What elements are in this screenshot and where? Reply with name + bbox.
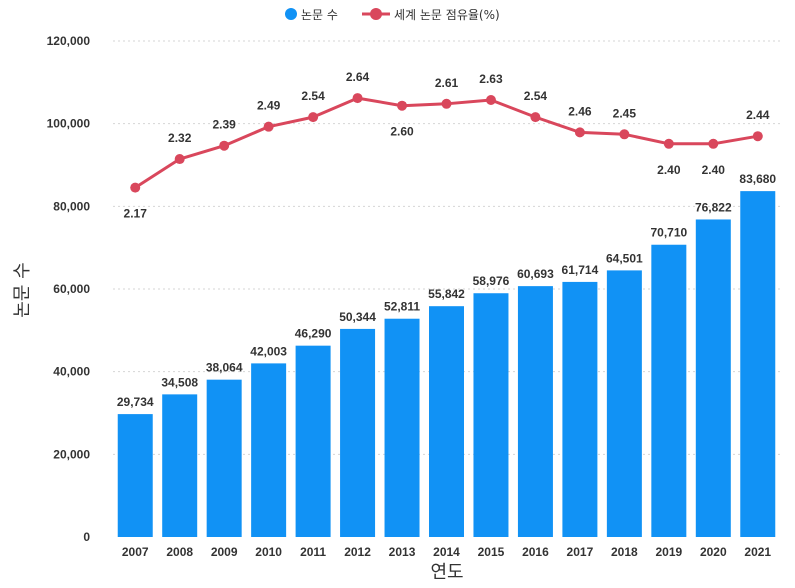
x-tick-label: 2021 xyxy=(744,545,771,559)
line-point xyxy=(263,121,274,132)
bar xyxy=(517,286,553,537)
line-point xyxy=(219,140,230,151)
line-value-label: 2.44 xyxy=(746,108,770,122)
bar-value-label: 76,822 xyxy=(695,200,732,214)
bar xyxy=(117,414,153,537)
line-point xyxy=(708,138,719,149)
line-point xyxy=(663,138,674,149)
line-layer xyxy=(130,93,763,193)
bar xyxy=(740,191,776,537)
line-point xyxy=(174,154,185,165)
bar xyxy=(206,379,242,537)
x-tick-label: 2008 xyxy=(166,545,193,559)
legend-line-label: 세계 논문 점유율(%) xyxy=(394,8,500,22)
bar xyxy=(473,293,509,537)
line-value-label: 2.49 xyxy=(257,99,281,113)
x-tick-label: 2014 xyxy=(433,545,460,559)
bar-value-label: 29,734 xyxy=(117,395,154,409)
y-axis-title: 논문 수 xyxy=(12,262,33,317)
line-value-label: 2.46 xyxy=(568,104,592,118)
line-point xyxy=(352,93,363,104)
x-tick-label: 2016 xyxy=(522,545,549,559)
bar-value-label: 70,710 xyxy=(650,226,687,240)
bar xyxy=(162,394,198,537)
line-point xyxy=(397,100,408,111)
bar-value-label: 52,811 xyxy=(384,300,420,314)
line-value-label: 2.32 xyxy=(168,131,192,145)
bar xyxy=(651,244,687,537)
line-point xyxy=(308,112,319,123)
bar xyxy=(695,219,731,538)
bar xyxy=(251,363,287,537)
line-point xyxy=(752,131,763,142)
y-tick-label: 120,000 xyxy=(47,34,91,48)
line-value-label: 2.60 xyxy=(390,125,414,139)
x-tick-label: 2009 xyxy=(211,545,238,559)
line-value-label: 2.61 xyxy=(435,76,459,90)
bar xyxy=(606,270,642,537)
x-tick-label: 2015 xyxy=(478,545,505,559)
x-tick-label: 2020 xyxy=(700,545,727,559)
bar xyxy=(562,281,598,537)
bar xyxy=(429,306,464,537)
y-tick-label: 40,000 xyxy=(53,365,90,379)
line-label-layer: 2.17 2.32 2.39 2.49 2.54 2.64 2.60 2.61 2.63 2.54… xyxy=(124,70,770,221)
bar-value-label: 55,842 xyxy=(428,287,465,301)
bar-value-label: 60,693 xyxy=(517,267,554,281)
line-point xyxy=(485,95,496,105)
x-tick-label: 2018 xyxy=(611,545,638,559)
bar-value-label: 42,003 xyxy=(250,344,287,358)
x-tick-label: 2007 xyxy=(122,545,149,559)
line-value-label: 2.54 xyxy=(524,89,548,103)
line-point xyxy=(441,98,452,109)
line-point xyxy=(530,112,541,123)
bar-value-label: 46,290 xyxy=(295,327,332,341)
bar xyxy=(384,318,420,537)
x-tick-label: 2017 xyxy=(567,545,594,559)
line-point xyxy=(130,182,141,193)
line-value-label: 2.40 xyxy=(657,163,681,177)
line-value-label: 2.64 xyxy=(346,70,370,84)
bar-value-label: 64,501 xyxy=(606,251,643,265)
bar-value-label: 83,680 xyxy=(739,172,776,186)
legend-line-marker xyxy=(370,8,382,20)
x-tick-label: 2013 xyxy=(389,545,416,559)
x-tick-label: 2010 xyxy=(255,545,282,559)
bar-value-label: 34,508 xyxy=(161,375,198,389)
bar xyxy=(340,328,376,537)
bar xyxy=(295,345,331,537)
x-axis-title: 연도 xyxy=(430,562,463,583)
bar-value-label: 61,714 xyxy=(562,263,599,277)
legend: 논문 수 세계 논문 점유율(%) xyxy=(285,8,500,22)
x-tick-label: 2011 xyxy=(300,545,326,559)
y-tick-label: 0 xyxy=(83,530,90,544)
line-point xyxy=(619,129,630,140)
y-tick-layer: 0 20,000 40,000 60,000 80,000 100,000 120,000 xyxy=(47,34,91,544)
y-tick-label: 100,000 xyxy=(47,117,91,131)
bar-value-label: 58,976 xyxy=(473,274,510,288)
bar-label-layer: 29,734 34,508 38,064 42,003 46,290 50,344 52,8… xyxy=(117,172,777,409)
bar-value-label: 38,064 xyxy=(206,361,243,375)
x-tick-label: 2012 xyxy=(344,545,371,559)
line-value-label: 2.40 xyxy=(702,163,726,177)
line-value-label: 2.63 xyxy=(479,72,503,86)
x-tick-layer: 2007 2008 2009 2010 2011 2012 2013 2014 2015 2016… xyxy=(122,545,772,559)
legend-bar-marker xyxy=(285,8,297,20)
y-tick-label: 60,000 xyxy=(53,282,90,296)
bar-layer xyxy=(117,191,776,538)
line-value-label: 2.54 xyxy=(301,89,325,103)
y-tick-label: 80,000 xyxy=(53,199,90,213)
line-value-label: 2.39 xyxy=(212,118,236,132)
y-tick-label: 20,000 xyxy=(53,447,90,461)
legend-bar-label: 논문 수 xyxy=(301,8,338,22)
line-value-label: 2.45 xyxy=(613,106,637,120)
x-tick-label: 2019 xyxy=(655,545,682,559)
line-point xyxy=(574,127,585,138)
line-value-label: 2.17 xyxy=(124,207,148,221)
bar-value-label: 50,344 xyxy=(339,310,376,324)
